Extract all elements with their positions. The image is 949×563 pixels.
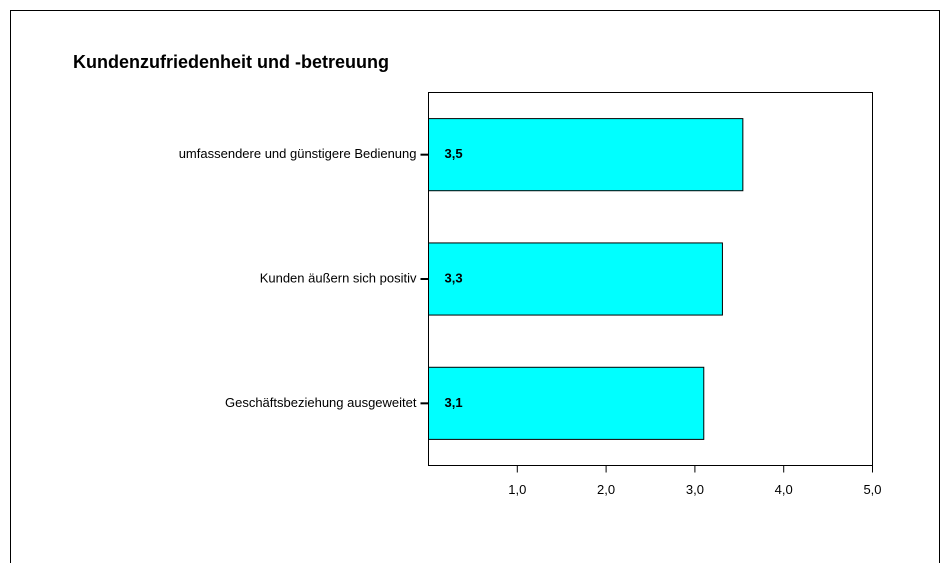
- x-tick-label: 2,0: [597, 482, 615, 497]
- chart-title: Kundenzufriedenheit und -betreuung: [73, 52, 389, 72]
- frame: [10, 10, 940, 563]
- value-label: 3,5: [445, 146, 463, 161]
- x-tick-label: 4,0: [775, 482, 793, 497]
- value-label: 3,3: [445, 270, 463, 285]
- value-label: 3,1: [445, 395, 463, 410]
- x-tick-label: 3,0: [686, 482, 704, 497]
- bar: [428, 366, 705, 440]
- y-tick-label: Geschäftsbeziehung ausgeweitet: [225, 395, 417, 410]
- x-tick-label: 1,0: [508, 482, 526, 497]
- bar: [428, 242, 723, 316]
- bar: [428, 118, 744, 192]
- y-tick-label: umfassendere und günstigere Bedienung: [179, 146, 417, 161]
- y-tick-label: Kunden äußern sich positiv: [260, 270, 417, 285]
- x-tick-label: 5,0: [863, 482, 881, 497]
